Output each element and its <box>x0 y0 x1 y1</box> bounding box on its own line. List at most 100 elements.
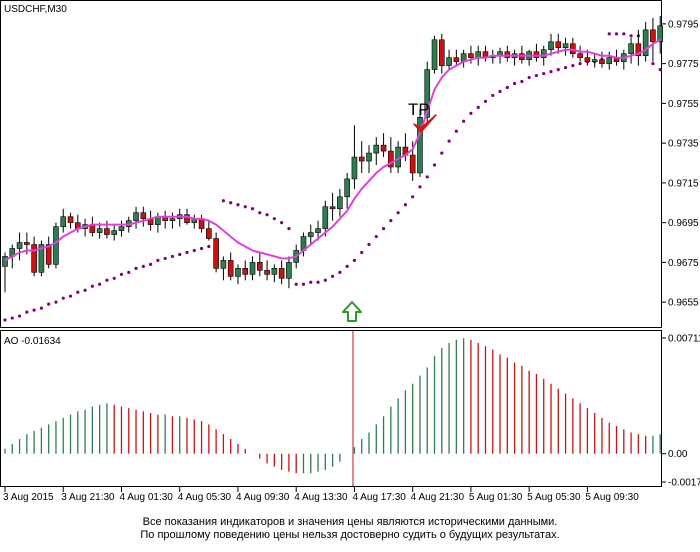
up-arrow-icon <box>342 301 362 322</box>
candle <box>606 51 613 70</box>
sar-dot <box>403 203 407 207</box>
candle <box>570 37 576 58</box>
candle <box>446 49 452 70</box>
candle <box>45 236 52 269</box>
sar-dot <box>243 205 247 209</box>
candle <box>650 17 656 62</box>
sar-dot <box>440 151 444 155</box>
candle <box>460 49 467 68</box>
candle <box>526 49 532 66</box>
candle <box>104 220 110 239</box>
candle <box>533 43 540 62</box>
candle-body <box>45 244 52 265</box>
sar-dot <box>578 62 582 66</box>
candle <box>577 45 583 62</box>
sar-dot <box>374 234 378 239</box>
sar-dot <box>658 67 662 72</box>
candle-body <box>424 69 431 118</box>
sar-dot <box>301 282 306 286</box>
candle <box>206 220 212 241</box>
sar-dot <box>229 201 233 205</box>
candle <box>358 141 365 173</box>
x-tick-label: 4 Aug 01:30 <box>119 492 173 503</box>
candle <box>482 45 489 62</box>
sar-dot <box>381 227 386 231</box>
candle <box>344 172 350 209</box>
x-tick-labels: 3 Aug 2015 3 Aug 21:30 4 Aug 01:30 4 Aug 05… <box>3 487 639 503</box>
price-panel-frame <box>0 0 662 328</box>
candle <box>424 61 431 126</box>
x-tick-label: 4 Aug 05:30 <box>178 492 232 503</box>
candle-body <box>2 256 8 267</box>
candle-body <box>220 260 227 269</box>
candle <box>147 210 154 231</box>
x-tick-label: 3 Aug 21:30 <box>61 492 115 503</box>
candle <box>235 264 241 285</box>
candle-body <box>278 268 285 279</box>
sar-dot <box>447 139 451 143</box>
candle <box>307 224 314 245</box>
candle-body <box>337 196 343 210</box>
sar-dot <box>338 270 342 274</box>
sar-dot <box>367 242 371 247</box>
price-panel-title: USDCHF,M30 <box>4 4 67 15</box>
sar-dot <box>272 217 276 221</box>
sar-dot <box>454 129 458 133</box>
sar-dot <box>396 211 400 215</box>
candle-body <box>227 260 234 277</box>
candle-body <box>322 206 329 229</box>
candle-body <box>591 59 598 62</box>
price-y-tick-label: 0.9695 <box>668 218 699 229</box>
candle <box>511 49 518 66</box>
candle <box>213 232 219 273</box>
chart-area: 0.9655 0.9675 0.9695 0.9715 0.9735 0.9755 0.97… <box>0 0 700 503</box>
candle-body <box>388 150 394 168</box>
candle <box>198 214 205 233</box>
candle <box>438 33 445 74</box>
candle <box>60 208 67 233</box>
sar-dot <box>61 296 65 300</box>
candle <box>453 49 460 66</box>
candle <box>162 210 168 229</box>
candle <box>286 256 292 289</box>
candle <box>53 222 59 269</box>
y-tick-labels: 0.9655 0.9675 0.9695 0.9715 0.9735 0.9755 0.97… <box>662 19 700 489</box>
candle-body <box>16 242 23 249</box>
candle <box>264 260 270 281</box>
ao-panel-title: AO -0.01634 <box>4 336 61 347</box>
sar-dot <box>534 73 539 78</box>
candle-body <box>642 29 649 56</box>
sar-dot <box>389 219 393 223</box>
ao-y-tick-label: 0.00711 <box>668 334 700 345</box>
candle-body <box>344 178 350 198</box>
sar-dot <box>462 119 466 123</box>
price-y-tick-label: 0.9655 <box>668 298 699 309</box>
sar-dot <box>185 250 189 255</box>
candle-body <box>256 262 263 271</box>
candle-body <box>453 57 460 62</box>
candle <box>278 260 285 285</box>
sar-dot <box>505 85 509 90</box>
candle-body <box>111 230 117 235</box>
sar-dot <box>556 67 560 72</box>
candle-body <box>242 268 249 275</box>
candle-body <box>169 218 176 221</box>
tp-annotation-label: TP <box>408 100 430 119</box>
candle-body <box>380 144 387 152</box>
candle-body <box>373 144 380 154</box>
oscillator-panel-frame <box>0 330 662 487</box>
sar-dot <box>10 316 14 320</box>
sar-dot <box>432 163 437 167</box>
x-tick-label: 4 Aug 21:30 <box>411 492 465 503</box>
candle <box>657 15 664 54</box>
candle <box>555 33 562 54</box>
checkmark-icon <box>413 114 437 133</box>
candle-body <box>540 49 547 58</box>
sar-dot <box>236 203 240 207</box>
sar-dot <box>119 272 124 276</box>
candle-body <box>606 57 613 64</box>
candle-body <box>53 226 59 265</box>
candle-body <box>235 268 241 277</box>
x-tick-label: 5 Aug 01:30 <box>469 492 523 503</box>
candle-body <box>548 41 554 51</box>
